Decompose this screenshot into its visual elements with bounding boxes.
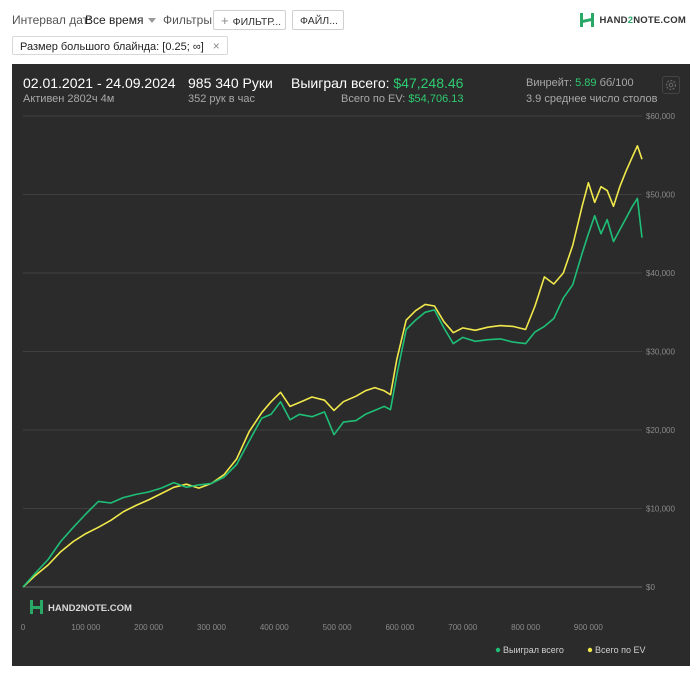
x-tick-label: 0 — [21, 623, 26, 632]
winrate-unit: бб/100 — [599, 77, 634, 89]
x-tick-label: 400 000 — [260, 623, 289, 632]
date-interval-select[interactable]: Все время — [85, 13, 157, 27]
active-time: Активен 2802ч 4м — [23, 93, 115, 105]
toolbar: Интервал дат: Все время Фильтры: + ФИЛЬТР… — [0, 0, 700, 40]
y-tick-label: $50,000 — [646, 191, 675, 200]
x-tick-label: 200 000 — [134, 623, 163, 632]
series-line-won — [22, 197, 643, 588]
y-tick-label: $40,000 — [646, 269, 675, 278]
ev-total: Всего по EV: $54,706.13 — [341, 93, 463, 105]
chevron-down-icon — [148, 18, 157, 24]
x-tick-label: 500 000 — [323, 623, 352, 632]
hand2note-logo-icon — [580, 13, 595, 27]
filters-label: Фильтры: — [163, 13, 216, 27]
x-tick-label: 300 000 — [197, 623, 226, 632]
watermark-logo-icon — [32, 606, 41, 609]
filter-chip-label: Размер большого блайнда: [0.25; ∞] — [20, 41, 204, 53]
filter-button-label: ФИЛЬТР... — [232, 16, 282, 28]
watermark-logo-icon — [40, 600, 43, 614]
x-tick-label: 700 000 — [448, 623, 477, 632]
won-label: Выиграл всего: — [291, 75, 390, 91]
hands-count: 985 340 Руки — [188, 75, 273, 91]
legend-label: Всего по EV — [595, 645, 645, 655]
file-button[interactable]: ФАЙЛ... — [292, 10, 344, 30]
winrate-label: Винрейт: — [526, 77, 573, 89]
x-tick-label: 900 000 — [574, 623, 603, 632]
legend-label: Выиграл всего — [503, 645, 564, 655]
watermark-text: HAND2NOTE.COM — [48, 603, 132, 614]
legend-marker — [495, 647, 501, 653]
y-tick-label: $10,000 — [646, 505, 675, 514]
close-icon[interactable]: × — [212, 39, 220, 53]
y-tick-label: $0 — [646, 583, 655, 592]
line-chart: $0 $10,000 $20,000 $30,000 $40,000 $50,000 $60… — [21, 112, 676, 655]
winrate: Винрейт: 5.89 бб/100 — [526, 77, 634, 89]
graph-panel: 02.01.2021 - 24.09.2024 Активен 2802ч 4м… — [12, 64, 690, 666]
avg-tables: 3.9 среднее число столов — [526, 93, 658, 105]
file-button-label: ФАЙЛ... — [300, 15, 338, 27]
won-value: $47,248.46 — [393, 75, 464, 91]
filter-button[interactable]: + ФИЛЬТР... — [213, 10, 286, 30]
ev-label: Всего по EV: — [341, 93, 406, 105]
hands-per-hour: 352 рук в час — [188, 93, 256, 105]
y-tick-label: $20,000 — [646, 426, 675, 435]
date-interval-label: Интервал дат: — [12, 13, 92, 27]
plus-icon: + — [221, 13, 229, 28]
hand2note-logo-text: HAND2NOTE.COM — [599, 14, 686, 26]
y-tick-label: $30,000 — [646, 348, 675, 357]
legend-marker — [587, 647, 593, 653]
x-tick-label: 600 000 — [385, 623, 414, 632]
series-line-ev — [22, 145, 643, 588]
won-total: Выиграл всего: $47,248.46 — [291, 75, 463, 91]
gear-icon — [665, 79, 677, 91]
settings-button[interactable] — [662, 76, 680, 94]
y-tick-label: $60,000 — [646, 112, 675, 121]
ev-value: $54,706.13 — [408, 93, 464, 105]
hand2note-logo[interactable]: HAND2NOTE.COM — [579, 11, 686, 29]
filter-chip[interactable]: Размер большого блайнда: [0.25; ∞] × — [12, 36, 228, 55]
x-tick-label: 100 000 — [71, 623, 100, 632]
date-interval-value: Все время — [85, 13, 144, 27]
watermark-logo-icon — [30, 600, 33, 614]
x-tick-label: 800 000 — [511, 623, 540, 632]
date-range: 02.01.2021 - 24.09.2024 — [23, 75, 176, 91]
winrate-value: 5.89 — [575, 77, 597, 89]
